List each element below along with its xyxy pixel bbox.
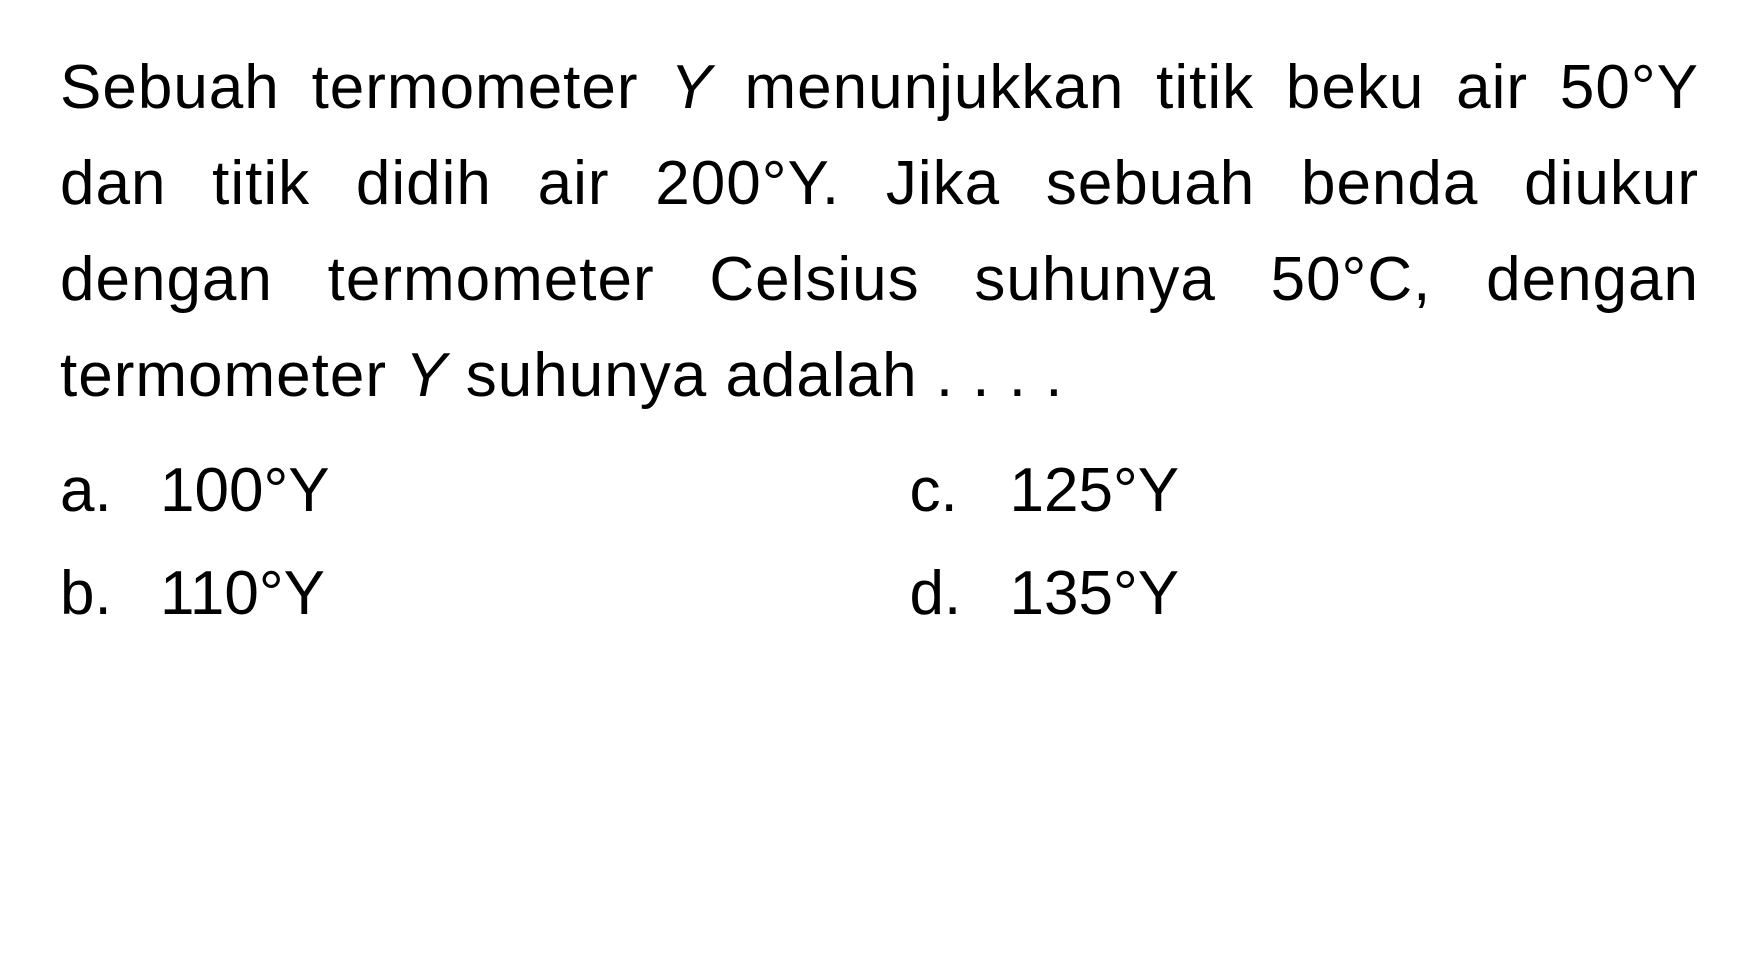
option-c: c. 125°Y: [910, 444, 1700, 537]
question-text: Sebuah termometer Y menunjukkan titik be…: [60, 40, 1699, 424]
option-c-letter: c.: [910, 444, 1010, 537]
question-line5-var: Y: [405, 341, 447, 410]
option-d-letter: d.: [910, 547, 1010, 640]
question-line6: adalah . . . .: [725, 341, 1063, 410]
option-d-value: 135°Y: [1010, 547, 1180, 640]
question-line1-part1: Sebuah termometer: [60, 53, 670, 122]
question-line3: 200°Y. Jika sebuah benda diukur: [655, 149, 1699, 218]
option-c-value: 125°Y: [1010, 444, 1180, 537]
option-b-value: 110°Y: [160, 547, 325, 640]
question-container: Sebuah termometer Y menunjukkan titik be…: [60, 40, 1699, 640]
option-b-letter: b.: [60, 547, 160, 640]
question-line1-part2: menunjukkan: [713, 53, 1125, 122]
question-line4: dengan termometer Celsius suhunya: [60, 245, 1216, 314]
option-a: a. 100°Y: [60, 444, 850, 537]
option-d: d. 135°Y: [910, 547, 1700, 640]
options-container: a. 100°Y c. 125°Y b. 110°Y d. 135°Y: [60, 444, 1699, 640]
option-a-letter: a.: [60, 444, 160, 537]
option-a-value: 100°Y: [160, 444, 330, 537]
question-line1-var: Y: [670, 53, 712, 122]
question-line5-part2: suhunya: [448, 341, 708, 410]
option-b: b. 110°Y: [60, 547, 850, 640]
